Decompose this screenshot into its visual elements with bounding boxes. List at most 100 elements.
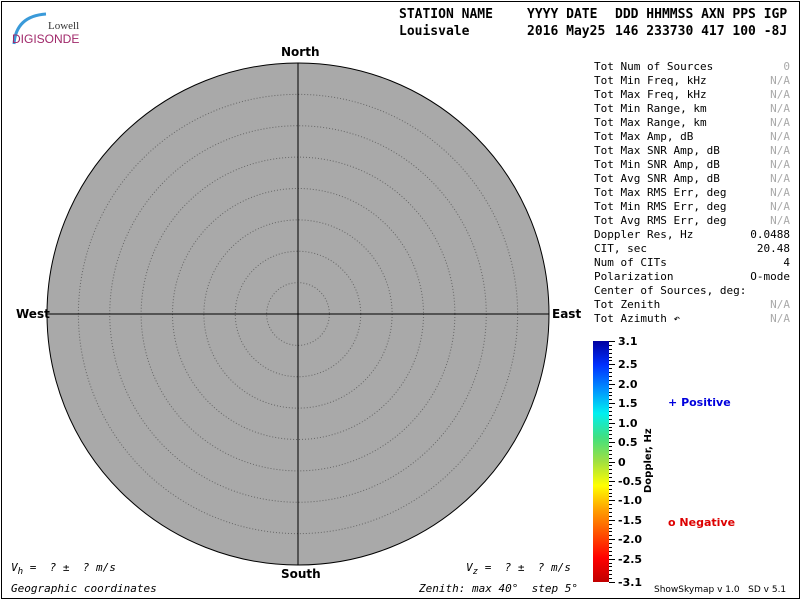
colorbar-minor-tick [609, 508, 612, 510]
stat-label: Tot Zenith [594, 298, 661, 311]
colorbar-minor-tick [609, 403, 612, 405]
colorbar-minor-tick [609, 352, 612, 354]
colorbar-minor-tick [609, 469, 612, 471]
colorbar-minor-tick [609, 477, 612, 479]
colorbar-minor-tick [609, 512, 612, 514]
stat-value: N/A [770, 298, 790, 311]
label-west: West [16, 307, 50, 321]
stat-label: Polarization [594, 270, 674, 283]
stat-row: Tot Max Amp, dB N/A [594, 130, 790, 144]
colorbar-minor-tick [609, 574, 612, 576]
stat-row: Tot Zenith N/A [594, 298, 790, 312]
stat-value: 0 [783, 60, 790, 73]
stat-row: Tot Min Range, km N/A [594, 102, 790, 116]
zenith-scale-label: Zenith: max 40° step 5° [419, 582, 578, 595]
stat-value: N/A [770, 200, 790, 213]
circle-icon: o [668, 516, 676, 529]
colorbar-tick-mark [609, 422, 615, 424]
doppler-colorbar [593, 341, 609, 582]
colorbar-minor-tick [609, 527, 612, 529]
label-north: North [281, 45, 320, 59]
colorbar-minor-tick [609, 578, 612, 580]
colorbar-minor-tick [609, 414, 612, 416]
stat-row: Tot Min SNR Amp, dB N/A [594, 158, 790, 172]
colorbar-minor-tick [609, 410, 612, 412]
colorbar-minor-tick [609, 531, 612, 533]
stat-value: O-mode [750, 270, 790, 283]
colorbar-minor-tick [609, 566, 612, 568]
vh-readout: Vh = ? ± ? m/s [11, 561, 116, 578]
colorbar-minor-tick [609, 543, 612, 545]
colorbar-minor-tick [609, 379, 612, 381]
stat-value: N/A [770, 172, 790, 185]
colorbar-minor-tick [609, 399, 612, 401]
colorbar-minor-tick [609, 348, 612, 350]
stat-label: CIT, sec [594, 242, 647, 255]
colorbar-tick-label: 0 [618, 455, 626, 469]
stat-row: Tot Avg RMS Err, deg N/A [594, 214, 790, 228]
colorbar-tick-mark [609, 519, 615, 521]
stat-label: Tot Min RMS Err, deg [594, 200, 727, 213]
colorbar-minor-tick [609, 341, 612, 342]
stat-value: N/A [770, 186, 790, 199]
colorbar-minor-tick [609, 558, 612, 560]
colorbar-minor-tick [609, 554, 612, 556]
colorbar-minor-tick [609, 453, 612, 455]
colorbar-tick-mark [609, 403, 615, 405]
colorbar-minor-tick [609, 430, 612, 432]
colorbar-minor-tick [609, 368, 612, 370]
stat-label: Tot Azimuth ↶ [594, 312, 681, 325]
stat-row: Polarization O-mode [594, 270, 790, 284]
stat-row: CIT, sec 20.48 [594, 242, 790, 256]
logo-text-digisonde: DIGISONDE [12, 32, 80, 46]
stat-row: Tot Max SNR Amp, dB N/A [594, 144, 790, 158]
stat-label: Tot Max Range, km [594, 116, 707, 129]
stat-value: 20.48 [756, 242, 790, 255]
header-label-station: STATION NAME [399, 7, 493, 22]
colorbar-tick-mark [609, 383, 615, 385]
header-time-values: 146 233730 417 100 -8J [615, 24, 788, 39]
colorbar-title: Doppler, Hz [643, 428, 654, 493]
stat-label: Tot Avg SNR Amp, dB [594, 172, 720, 185]
colorbar-tick-label: -2.5 [618, 552, 643, 566]
stat-row: Tot Max Range, km N/A [594, 116, 790, 130]
colorbar-minor-tick [609, 519, 612, 521]
colorbar-tick-mark [609, 558, 615, 560]
colorbar-minor-tick [609, 422, 612, 424]
colorbar-tick-mark [609, 461, 615, 463]
plus-icon: + [668, 396, 678, 409]
colorbar-minor-tick [609, 457, 612, 459]
colorbar-minor-tick [609, 547, 612, 549]
stat-value: N/A [770, 312, 790, 325]
stat-row: Doppler Res, Hz 0.0488 [594, 228, 790, 242]
colorbar-tick-label: 2.0 [618, 377, 638, 391]
stat-value: N/A [770, 102, 790, 115]
label-south: South [281, 567, 321, 581]
stat-value: N/A [770, 88, 790, 101]
stat-row: Tot Max RMS Err, deg N/A [594, 186, 790, 200]
colorbar-minor-tick [609, 515, 612, 517]
version-label: ShowSkymap v 1.0 SD v 5.1 [654, 585, 787, 595]
colorbar-tick-mark [609, 539, 615, 541]
colorbar-minor-tick [609, 562, 612, 564]
colorbar-minor-tick [609, 539, 612, 541]
colorbar-minor-tick [609, 570, 612, 572]
colorbar-tick-label: 2.5 [618, 358, 638, 372]
stat-value: 4 [783, 256, 790, 269]
header-station-name: Louisvale [399, 24, 470, 39]
stat-label: Center of Sources, deg: [594, 284, 747, 297]
header-label-time: DDD HHMMSS AXN PPS IGP [615, 7, 788, 22]
stat-label: Tot Max Freq, kHz [594, 88, 707, 101]
colorbar-minor-tick [609, 523, 612, 525]
colorbar-minor-tick [609, 480, 612, 482]
colorbar-minor-tick [609, 407, 612, 409]
stat-label: Tot Min SNR Amp, dB [594, 158, 720, 171]
stat-label: Tot Max RMS Err, deg [594, 186, 727, 199]
colorbar-minor-tick [609, 434, 612, 436]
stat-row: Tot Min RMS Err, deg N/A [594, 200, 790, 214]
stat-label: Tot Min Range, km [594, 102, 707, 115]
stat-label: Doppler Res, Hz [594, 228, 694, 241]
stat-label: Num of CITs [594, 256, 667, 269]
colorbar-tick-label: 3.1 [618, 335, 638, 348]
header-label-date: YYYY DATE [527, 7, 598, 22]
